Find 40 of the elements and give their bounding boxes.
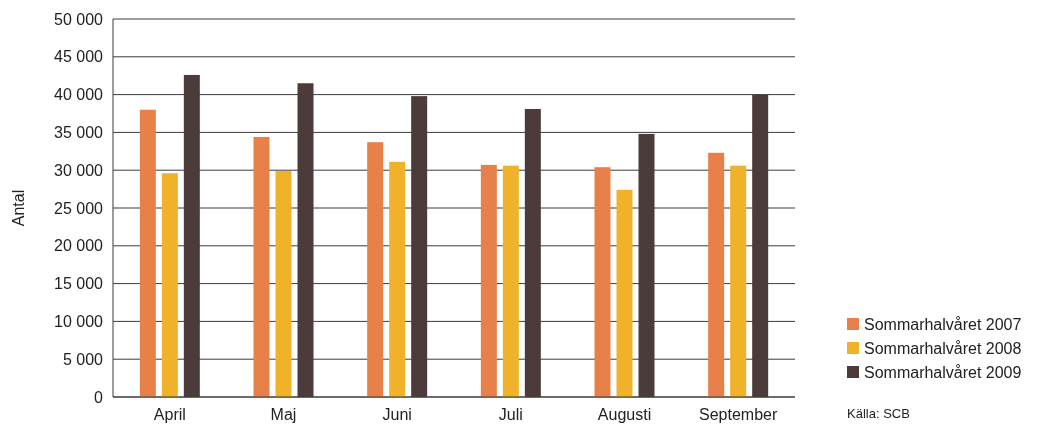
x-tick-label: Maj [270, 406, 297, 423]
y-tick-label: 30 000 [54, 161, 104, 179]
y-tick-label: 0 [94, 388, 104, 406]
y-tick-label: 15 000 [54, 275, 104, 293]
y-tick-label: 40 000 [54, 86, 104, 104]
bar [480, 164, 497, 397]
legend-label: Sommarhalvåret 2008 [864, 339, 1022, 357]
x-tick-label: April [153, 406, 186, 423]
bar [411, 96, 428, 397]
x-tick-label: Juni [382, 406, 412, 423]
bar [502, 165, 519, 397]
bar [161, 173, 178, 397]
y-axis-title: Antal [10, 189, 27, 227]
x-tick-label: September [699, 406, 778, 423]
bar [594, 167, 611, 397]
x-tick-label: Augusti [597, 406, 652, 423]
text: Källa: SCB [847, 406, 910, 421]
bar [708, 152, 725, 397]
bar [139, 109, 156, 397]
y-tick-label: 20 000 [54, 237, 104, 255]
y-tick-label: 50 000 [54, 10, 104, 28]
y-tick-label: 5 000 [62, 350, 104, 368]
y-tick-label: 45 000 [54, 48, 104, 66]
bar [367, 142, 384, 397]
bar [183, 74, 200, 397]
y-tick-label: 35 000 [54, 124, 104, 141]
bar [524, 108, 541, 397]
bar [616, 189, 633, 397]
legend-label: Sommarhalvåret 2007 [864, 315, 1022, 333]
bar [638, 133, 655, 397]
y-tick-label: 10 000 [54, 313, 104, 330]
bar [253, 136, 270, 397]
y-tick-label: 25 000 [54, 199, 104, 217]
bar [389, 161, 406, 397]
bar [297, 83, 314, 397]
x-tick-label: Juli [498, 406, 523, 423]
bar [752, 94, 769, 397]
legend-label: Sommarhalvåret 2009 [864, 363, 1022, 381]
bar [275, 170, 292, 397]
bar [730, 165, 747, 397]
